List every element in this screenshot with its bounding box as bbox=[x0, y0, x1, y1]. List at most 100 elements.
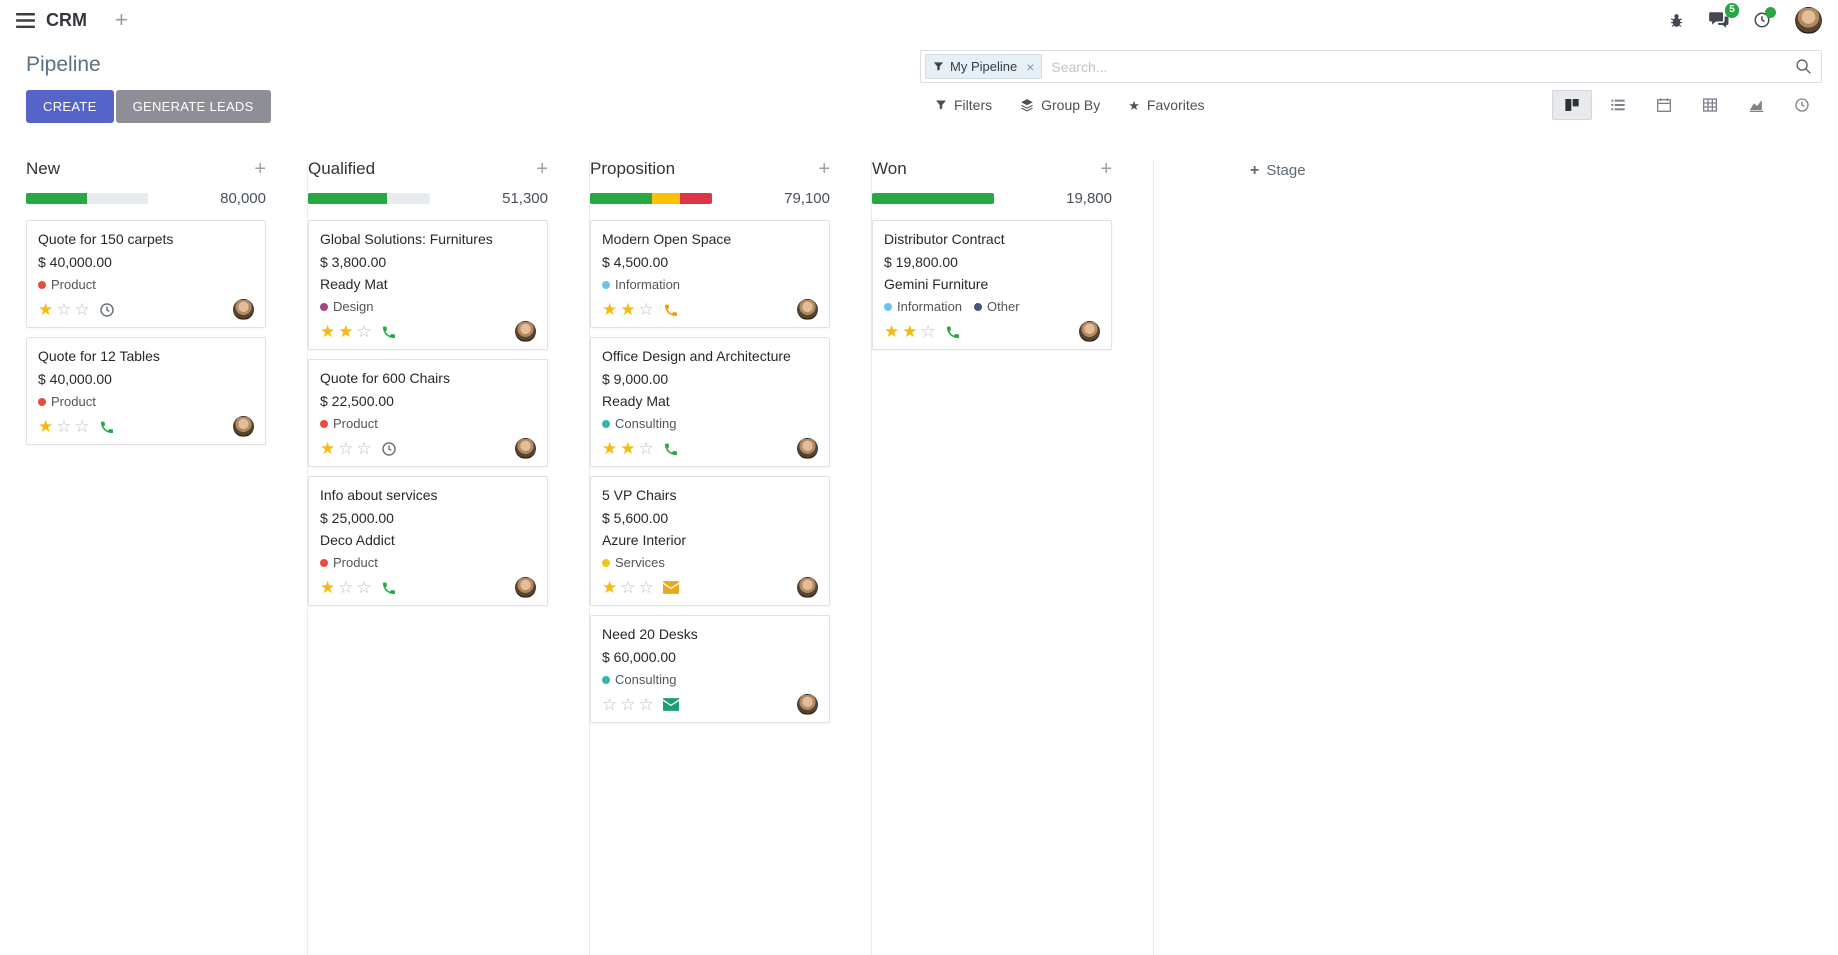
generate-leads-button[interactable]: GENERATE LEADS bbox=[115, 90, 271, 123]
tag-label: Information bbox=[897, 299, 963, 314]
apps-menu-icon[interactable] bbox=[16, 12, 35, 28]
priority-star-icon[interactable]: ☆ bbox=[338, 578, 354, 597]
kanban-card[interactable]: Global Solutions: Furnitures $ 3,800.00 … bbox=[308, 220, 548, 350]
kanban-card[interactable]: 5 VP Chairs $ 5,600.00 Azure Interior Se… bbox=[590, 476, 830, 606]
kanban-card[interactable]: Quote for 12 Tables $ 40,000.00 Product … bbox=[26, 337, 266, 445]
priority-star-icon[interactable]: ☆ bbox=[56, 417, 72, 436]
view-activity-button[interactable] bbox=[1782, 90, 1822, 120]
column-quick-add-icon[interactable]: + bbox=[536, 158, 548, 180]
kanban-card[interactable]: Modern Open Space $ 4,500.00 Information… bbox=[590, 220, 830, 328]
view-pivot-button[interactable] bbox=[1690, 90, 1730, 120]
messages-icon[interactable]: 5 bbox=[1709, 3, 1739, 29]
priority-star-icon[interactable]: ★ bbox=[602, 578, 618, 597]
priority-star-icon[interactable]: ☆ bbox=[638, 695, 654, 714]
kanban-card[interactable]: Quote for 600 Chairs $ 22,500.00 Product… bbox=[308, 359, 548, 467]
card-tags: Consulting bbox=[602, 416, 818, 431]
priority-star-icon[interactable]: ☆ bbox=[356, 578, 372, 597]
priority-star-icon[interactable]: ☆ bbox=[74, 300, 90, 319]
progress-segment[interactable] bbox=[680, 193, 712, 204]
progress-segment[interactable] bbox=[872, 193, 994, 204]
priority-star-icon[interactable]: ★ bbox=[320, 322, 336, 341]
tag: Product bbox=[38, 394, 96, 409]
salesperson-avatar[interactable] bbox=[797, 694, 818, 715]
favorites-menu[interactable]: ★ Favorites bbox=[1128, 97, 1204, 113]
tag-color-dot bbox=[38, 397, 46, 406]
kanban-card[interactable]: Quote for 150 carpets $ 40,000.00 Produc… bbox=[26, 220, 266, 328]
priority-star-icon[interactable]: ★ bbox=[320, 578, 336, 597]
priority-star-icon[interactable]: ★ bbox=[620, 300, 636, 319]
search-bar[interactable]: My Pipeline × bbox=[920, 50, 1822, 83]
envelope-activity-icon[interactable] bbox=[662, 581, 679, 594]
priority-star-icon[interactable]: ★ bbox=[38, 300, 54, 319]
progress-segment[interactable] bbox=[308, 193, 388, 204]
priority-star-icon[interactable]: ★ bbox=[620, 439, 636, 458]
salesperson-avatar[interactable] bbox=[515, 577, 536, 598]
priority-star-icon[interactable]: ★ bbox=[38, 417, 54, 436]
salesperson-avatar[interactable] bbox=[797, 299, 818, 320]
priority-star-icon[interactable]: ★ bbox=[320, 439, 336, 458]
phone-activity-icon[interactable] bbox=[381, 580, 397, 596]
create-button[interactable]: CREATE bbox=[26, 90, 114, 123]
plus-icon[interactable]: + bbox=[115, 7, 128, 32]
priority-star-icon[interactable]: ☆ bbox=[356, 322, 372, 341]
salesperson-avatar[interactable] bbox=[233, 299, 254, 320]
priority-star-icon[interactable]: ☆ bbox=[338, 439, 354, 458]
kanban-card[interactable]: Office Design and Architecture $ 9,000.0… bbox=[590, 337, 830, 467]
filters-menu[interactable]: Filters bbox=[935, 97, 992, 113]
phone-activity-icon[interactable] bbox=[99, 419, 115, 435]
priority-star-icon[interactable]: ★ bbox=[338, 322, 354, 341]
clock-activity-icon[interactable] bbox=[99, 302, 115, 318]
view-list-button[interactable] bbox=[1598, 90, 1638, 120]
priority-star-icon[interactable]: ☆ bbox=[920, 322, 936, 341]
phone-activity-icon[interactable] bbox=[945, 324, 961, 340]
salesperson-avatar[interactable] bbox=[797, 577, 818, 598]
kanban-card[interactable]: Distributor Contract $ 19,800.00 Gemini … bbox=[872, 220, 1112, 350]
priority-star-icon[interactable]: ★ bbox=[602, 300, 618, 319]
salesperson-avatar[interactable] bbox=[233, 416, 254, 437]
search-facet-my-pipeline[interactable]: My Pipeline × bbox=[925, 54, 1043, 79]
debug-bug-icon[interactable] bbox=[1668, 12, 1685, 29]
kanban-card[interactable]: Info about services $ 25,000.00 Deco Add… bbox=[308, 476, 548, 606]
priority-star-icon[interactable]: ★ bbox=[884, 322, 900, 341]
card-title: Quote for 150 carpets bbox=[38, 231, 174, 247]
priority-star-icon[interactable]: ☆ bbox=[638, 439, 654, 458]
column-quick-add-icon[interactable]: + bbox=[818, 158, 830, 180]
add-stage-button[interactable]: + Stage bbox=[1154, 159, 1306, 955]
priority-star-icon[interactable]: ☆ bbox=[356, 439, 372, 458]
user-avatar[interactable] bbox=[1795, 6, 1822, 34]
priority-star-icon[interactable]: ☆ bbox=[74, 417, 90, 436]
progress-segment[interactable] bbox=[652, 193, 681, 204]
column-quick-add-icon[interactable]: + bbox=[254, 158, 266, 180]
priority-star-icon[interactable]: ★ bbox=[902, 322, 918, 341]
search-icon[interactable] bbox=[1795, 58, 1812, 75]
view-kanban-button[interactable] bbox=[1552, 90, 1592, 120]
phone-activity-icon[interactable] bbox=[663, 441, 679, 457]
app-name[interactable]: CRM bbox=[46, 9, 87, 30]
activities-icon[interactable] bbox=[1753, 7, 1776, 29]
progress-segment[interactable] bbox=[26, 193, 87, 204]
phone-activity-icon[interactable] bbox=[663, 302, 679, 318]
view-calendar-button[interactable] bbox=[1644, 90, 1684, 120]
salesperson-avatar[interactable] bbox=[515, 321, 536, 342]
salesperson-avatar[interactable] bbox=[797, 438, 818, 459]
envelope-activity-icon[interactable] bbox=[662, 698, 679, 711]
priority-star-icon[interactable]: ☆ bbox=[620, 695, 636, 714]
facet-remove-icon[interactable]: × bbox=[1026, 58, 1035, 75]
kanban-card[interactable]: Need 20 Desks $ 60,000.00 Consulting ☆ ☆ ☆ bbox=[590, 615, 830, 723]
priority-star-icon[interactable]: ☆ bbox=[620, 578, 636, 597]
priority-star-icon[interactable]: ☆ bbox=[638, 578, 654, 597]
search-input[interactable] bbox=[1042, 58, 1795, 75]
clock-activity-icon[interactable] bbox=[381, 441, 397, 457]
salesperson-avatar[interactable] bbox=[1079, 321, 1100, 342]
group-by-menu[interactable]: Group By bbox=[1020, 97, 1100, 113]
column-quick-add-icon[interactable]: + bbox=[1100, 158, 1112, 180]
priority-star-icon[interactable]: ★ bbox=[602, 439, 618, 458]
priority-star-icon[interactable]: ☆ bbox=[602, 695, 618, 714]
phone-activity-icon[interactable] bbox=[381, 324, 397, 340]
priority-star-icon[interactable]: ☆ bbox=[638, 300, 654, 319]
action-buttons: CREATE GENERATE LEADS bbox=[26, 90, 920, 123]
salesperson-avatar[interactable] bbox=[515, 438, 536, 459]
progress-segment[interactable] bbox=[590, 193, 653, 204]
view-graph-button[interactable] bbox=[1736, 90, 1776, 120]
priority-star-icon[interactable]: ☆ bbox=[56, 300, 72, 319]
